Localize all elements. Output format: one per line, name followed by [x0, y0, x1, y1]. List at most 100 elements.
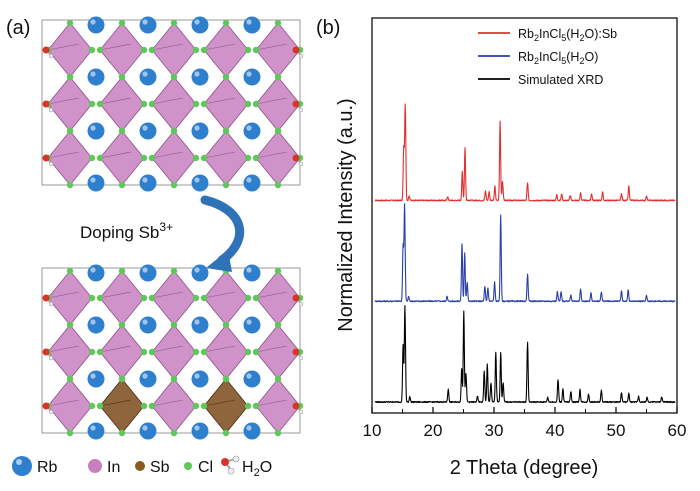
in-octahedron — [99, 22, 145, 78]
rb-atom — [191, 16, 209, 34]
octahedron-edge — [203, 291, 235, 299]
octahedron-edge — [255, 345, 287, 353]
legend-rb-label: Rb — [37, 459, 58, 476]
h2o-hydrogen — [298, 409, 304, 415]
rb-atom-highlight — [142, 373, 148, 379]
x-tick-label: 10 — [363, 421, 382, 440]
crystal-structure-doped — [41, 264, 304, 440]
rb-atom-highlight — [90, 71, 96, 77]
in-octahedron — [151, 130, 197, 186]
x-tick-label: 20 — [424, 421, 443, 440]
cl-atom — [200, 294, 208, 302]
cl-atom — [274, 181, 282, 189]
sb-octahedron — [203, 378, 249, 434]
rb-atom — [243, 68, 261, 86]
rb-atom-highlight — [90, 267, 96, 273]
cl-atom — [88, 294, 96, 302]
cl-atom — [244, 402, 252, 410]
cl-atom — [192, 46, 200, 54]
rb-atom — [87, 316, 105, 334]
octahedron-edge — [151, 345, 183, 353]
octahedron-edge — [255, 151, 287, 159]
x-tick-label: 40 — [546, 421, 565, 440]
octahedron-edge — [203, 399, 235, 407]
rb-atom-highlight — [142, 425, 148, 431]
cl-atom — [148, 100, 156, 108]
cl-atom — [274, 73, 282, 81]
in-octahedron — [203, 130, 249, 186]
cl-atom — [96, 46, 104, 54]
octahedron-edge — [99, 399, 131, 407]
rb-atom-highlight — [90, 125, 96, 131]
rb-atom — [139, 16, 157, 34]
octahedron-edge — [99, 345, 131, 353]
cl-atom — [148, 46, 156, 54]
cl-atom — [140, 402, 148, 410]
xrd-chart: 10 20 30 40 50 60 2 Theta (degree) Normalized… — [335, 17, 686, 479]
cl-atom — [274, 19, 282, 27]
cl-atom — [96, 402, 104, 410]
cl-atom — [148, 402, 156, 410]
in-octahedron — [203, 270, 249, 326]
in-octahedron — [151, 378, 197, 434]
rb-atom — [87, 422, 105, 440]
rb-atom-highlight — [142, 71, 148, 77]
rb-atom-highlight — [194, 177, 200, 183]
cl-atom — [66, 19, 74, 27]
series-line-1 — [374, 203, 676, 303]
h2o-oxygen — [292, 348, 300, 356]
cl-atom — [252, 348, 260, 356]
cl-atom — [96, 154, 104, 162]
h2o-hydrogen — [298, 355, 304, 361]
series-line-2 — [374, 304, 676, 404]
octahedron-edge — [47, 151, 79, 159]
cl-atom — [140, 154, 148, 162]
rb-atom-highlight — [246, 267, 252, 273]
rb-atom — [139, 122, 157, 140]
cl-atom — [66, 127, 74, 135]
rb-atom-highlight — [246, 425, 252, 431]
octahedron-edge — [151, 399, 183, 407]
in-octahedron — [47, 378, 93, 434]
in-octahedron — [151, 324, 197, 380]
rb-atom — [243, 264, 261, 282]
cl-atom — [96, 348, 104, 356]
h2o-oxygen — [292, 402, 300, 410]
octahedron-edge — [151, 151, 183, 159]
cl-atom — [170, 181, 178, 189]
cl-atom — [244, 294, 252, 302]
cl-atom — [274, 429, 282, 437]
rb-atom-highlight — [246, 319, 252, 325]
cl-atom — [96, 294, 104, 302]
rb-atom — [243, 316, 261, 334]
crystal-structure-pristine — [41, 16, 304, 192]
h2o-molecule-icon — [221, 455, 240, 475]
rb-atom — [191, 264, 209, 282]
cl-atom — [200, 402, 208, 410]
cl-atom — [222, 429, 230, 437]
h2o-hydrogen — [298, 161, 304, 167]
cl-atom — [244, 46, 252, 54]
rb-atom-highlight — [142, 319, 148, 325]
cl-atom — [192, 348, 200, 356]
cl-atom — [252, 154, 260, 162]
cl-atom — [222, 321, 230, 329]
legend-label-pristine: Rb2InCl5(H2O) — [518, 50, 598, 66]
cl-atom — [88, 402, 96, 410]
rb-atom — [87, 68, 105, 86]
x-axis-label: 2 Theta (degree) — [450, 457, 599, 479]
cl-atom — [274, 267, 282, 275]
series-line-0 — [374, 103, 676, 202]
h2o-hydrogen — [48, 409, 54, 415]
octahedron-edge — [47, 97, 79, 105]
octahedron-edge — [203, 97, 235, 105]
h2o-hydrogen — [48, 355, 54, 361]
rb-atom-highlight — [194, 125, 200, 131]
cl-atom — [192, 154, 200, 162]
in-octahedron — [47, 130, 93, 186]
legend-sb-label: Sb — [150, 459, 170, 476]
in-octahedron — [47, 324, 93, 380]
panel-b-label: (b) — [316, 17, 340, 39]
h2o-oxygen — [292, 46, 300, 54]
